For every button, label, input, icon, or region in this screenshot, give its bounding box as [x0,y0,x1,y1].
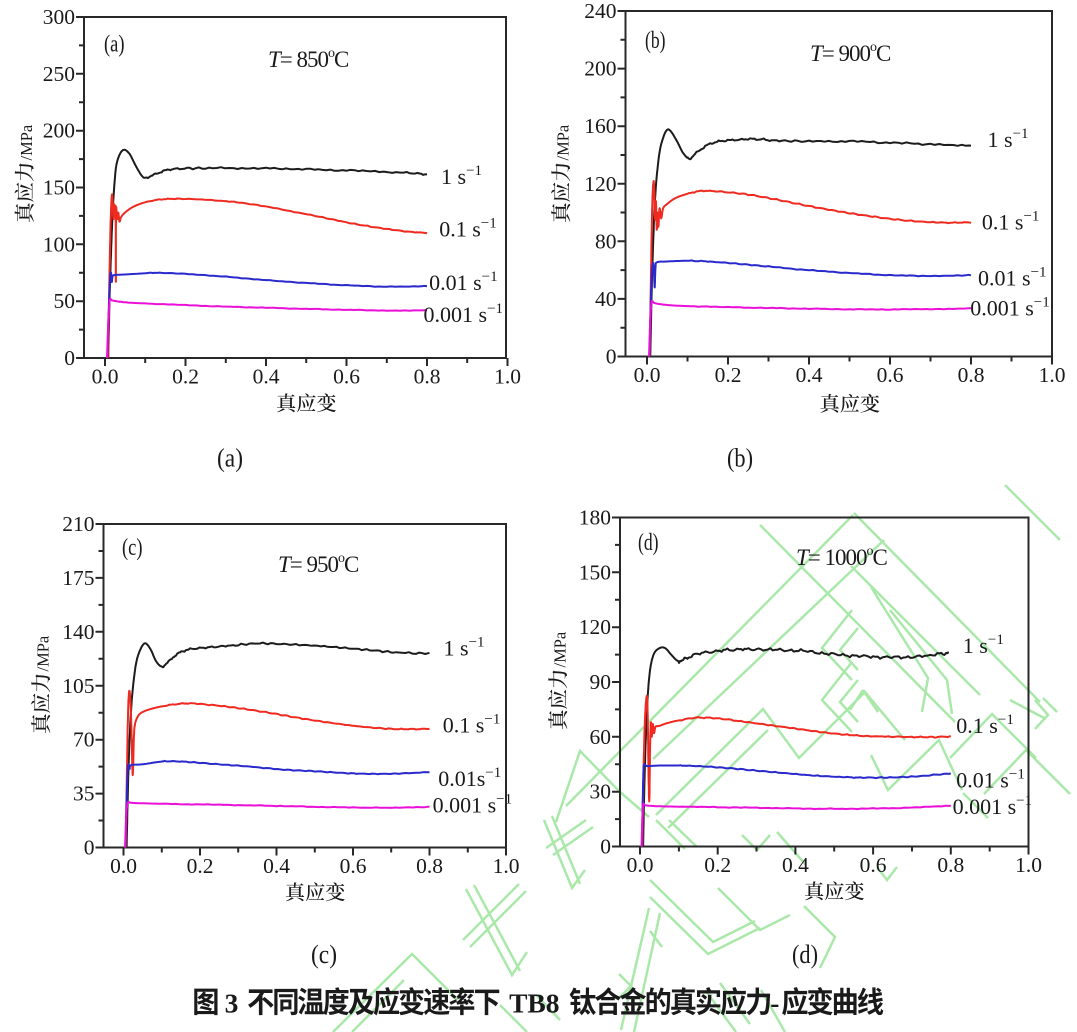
svg-text:0.6: 0.6 [877,363,904,387]
svg-text:150: 150 [579,560,611,584]
svg-text:30: 30 [590,780,612,804]
svg-text:120: 120 [579,615,611,639]
svg-text:300: 300 [43,5,75,29]
svg-text:1 s−1: 1 s−1 [444,634,485,660]
svg-text:(a): (a) [217,444,243,473]
svg-text:0.1 s−1: 0.1 s−1 [443,712,501,738]
svg-text:0.0: 0.0 [627,853,654,877]
svg-text:0.8: 0.8 [937,853,964,877]
svg-text:70: 70 [73,728,95,752]
svg-text:0: 0 [606,345,617,369]
svg-text:0.8: 0.8 [414,365,441,389]
svg-text:0.8: 0.8 [416,854,443,878]
svg-text:(b): (b) [645,27,666,54]
svg-text:0: 0 [600,835,611,859]
svg-text:0.4: 0.4 [263,854,290,878]
svg-text:0.0: 0.0 [92,365,119,389]
svg-text:0.2: 0.2 [704,853,731,877]
svg-text:250: 250 [43,62,75,86]
svg-text:/MPa: /MPa [34,635,53,671]
svg-text:0.6: 0.6 [340,854,367,878]
svg-text:0.6: 0.6 [860,853,887,877]
svg-text:3: 3 [225,988,239,1019]
svg-text:175: 175 [62,566,94,590]
svg-text:/MPa: /MPa [551,631,570,667]
svg-text:80: 80 [595,229,617,253]
svg-text:(c): (c) [122,534,143,561]
svg-text:0.0: 0.0 [634,363,661,387]
svg-text:210: 210 [62,512,94,536]
svg-text:1.0: 1.0 [1015,853,1042,877]
svg-text:120: 120 [584,172,616,196]
svg-text:TB8: TB8 [509,988,559,1019]
svg-text:T= 1000oC: T= 1000oC [796,544,888,570]
svg-text:(a): (a) [104,31,125,58]
svg-text:0.01 s−1: 0.01 s−1 [956,766,1025,792]
svg-text:0.8: 0.8 [958,363,985,387]
svg-text:-: - [770,988,779,1019]
svg-text:1.0: 1.0 [1039,363,1066,387]
svg-text:35: 35 [73,782,95,806]
svg-text:1.0: 1.0 [493,854,520,878]
svg-text:0.2: 0.2 [715,363,742,387]
svg-text:40: 40 [595,287,617,311]
svg-text:T= 850oC: T= 850oC [268,46,349,72]
svg-text:160: 160 [584,114,616,138]
svg-text:0: 0 [84,836,95,860]
svg-text:90: 90 [590,670,612,694]
svg-text:/MPa: /MPa [17,124,36,160]
svg-text:180: 180 [579,506,611,530]
svg-text:0: 0 [64,346,75,370]
svg-text:1.0: 1.0 [494,365,521,389]
svg-text:(c): (c) [311,940,337,969]
svg-text:(d): (d) [638,529,659,556]
svg-text:0.4: 0.4 [253,365,280,389]
svg-text:0.2: 0.2 [187,854,214,878]
svg-text:150: 150 [43,176,75,200]
svg-text:0.4: 0.4 [796,363,823,387]
svg-text:(b): (b) [727,444,753,473]
svg-text:200: 200 [584,57,616,81]
svg-text:140: 140 [62,620,94,644]
svg-text:/MPa: /MPa [554,124,573,160]
svg-text:T= 950oC: T= 950oC [278,551,359,577]
svg-text:200: 200 [43,119,75,143]
svg-text:60: 60 [590,725,612,749]
svg-text:100: 100 [43,232,75,256]
svg-text:T= 900oC: T= 900oC [810,40,891,66]
svg-text:0.2: 0.2 [172,365,199,389]
svg-text:105: 105 [62,674,94,698]
svg-text:0.6: 0.6 [333,365,360,389]
svg-text:(d): (d) [792,940,818,969]
svg-text:50: 50 [54,289,76,313]
svg-text:0.4: 0.4 [782,853,809,877]
svg-text:240: 240 [584,0,616,23]
svg-text:0.0: 0.0 [110,854,137,878]
